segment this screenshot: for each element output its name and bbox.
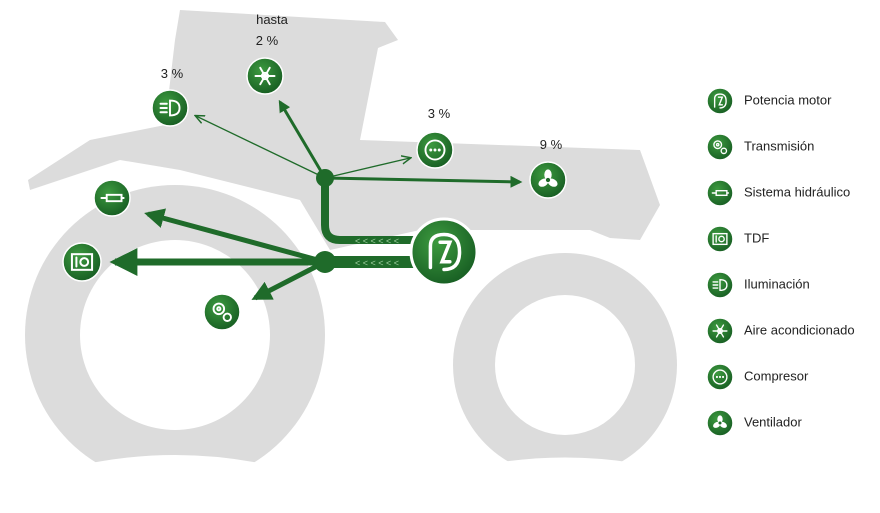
icon: [151, 89, 189, 127]
glyph: [433, 148, 437, 152]
glyph: [715, 324, 725, 338]
glyph: [547, 178, 558, 187]
glyph: [438, 240, 453, 264]
icon: [203, 293, 241, 331]
glyph: [544, 169, 552, 181]
pct-label: 9 %: [540, 137, 563, 152]
glyph: [712, 369, 728, 385]
icon: [706, 179, 734, 207]
legend-label: Compresor: [744, 368, 809, 383]
glyph: [713, 140, 723, 150]
pct-label: 3 %: [161, 66, 184, 81]
icon-bg: [62, 242, 102, 282]
glyph: [169, 99, 181, 117]
icon: [409, 217, 479, 287]
legend-label: Sistema hidráulico: [744, 184, 850, 199]
junction: [316, 169, 334, 187]
glyph: [717, 328, 723, 334]
icon: [706, 409, 734, 437]
glyph: [429, 148, 433, 152]
icon: [706, 317, 734, 345]
flows: [109, 99, 523, 301]
rear-rim: [80, 240, 270, 430]
glyph: [428, 232, 462, 272]
glyph: [715, 142, 720, 147]
icon: [706, 87, 734, 115]
legend-label: TDF: [744, 230, 769, 245]
glyph: [717, 415, 723, 424]
glyph: [545, 177, 551, 183]
icon-bg: [706, 133, 734, 161]
legend-label: Potencia motor: [744, 92, 832, 107]
icon-bg: [409, 217, 479, 287]
legend-label: Transmisión: [744, 138, 814, 153]
ground-fade: [60, 455, 290, 508]
glyph: [718, 375, 722, 379]
glyph: [79, 257, 90, 267]
icon: [706, 225, 734, 253]
legend-label: Aire acondicionado: [744, 322, 855, 337]
glyph: [715, 375, 719, 379]
glyph: [720, 147, 728, 155]
icon: [93, 179, 131, 217]
icon: [416, 131, 454, 169]
glyph: [437, 148, 441, 152]
pct-label: 3 %: [428, 106, 451, 121]
chevrons: < < < < < <: [355, 258, 399, 268]
icon: [62, 242, 102, 282]
glyph: [718, 235, 725, 243]
glyph: [212, 302, 226, 316]
pct-label: 2 %: [256, 33, 279, 48]
glyph: [216, 306, 222, 312]
icon: [246, 57, 284, 95]
glyph: [222, 312, 232, 322]
ground-fade: [460, 457, 670, 508]
glyph: [70, 253, 94, 271]
glyph: [721, 375, 725, 379]
glyph: [712, 232, 728, 246]
icon: [529, 161, 567, 199]
icon-bg: [706, 87, 734, 115]
glyph: [713, 93, 727, 109]
glyph: [719, 421, 727, 428]
legend-label: Ventilador: [744, 414, 802, 429]
pct-prefix: hasta: [256, 12, 289, 27]
chevrons: < < < < < <: [355, 236, 399, 246]
glyph: [713, 421, 721, 428]
front-rim: [495, 295, 635, 435]
junction: [314, 251, 336, 273]
legend: Potencia motor Transmisión Sistema hidrául…: [706, 87, 855, 437]
glyph: [717, 96, 724, 106]
glyph: [259, 66, 271, 86]
glyph: [718, 421, 722, 425]
icons: [62, 57, 567, 331]
icon: [706, 271, 734, 299]
icon-bg: [93, 179, 131, 217]
glyph: [538, 178, 549, 187]
icon-bg: [706, 225, 734, 253]
icon: [706, 363, 734, 391]
icon: [706, 133, 734, 161]
icon-bg: [706, 179, 734, 207]
glyph: [719, 278, 728, 292]
glyph: [260, 71, 270, 81]
legend-label: Iluminación: [744, 276, 810, 291]
glyph: [424, 139, 446, 161]
